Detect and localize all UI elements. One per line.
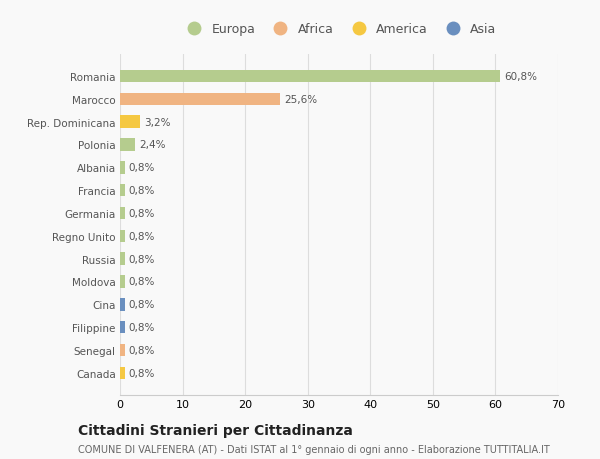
Text: 2,4%: 2,4% bbox=[139, 140, 165, 150]
Bar bbox=[120, 275, 125, 288]
Text: 0,8%: 0,8% bbox=[129, 277, 155, 287]
Text: 0,8%: 0,8% bbox=[129, 208, 155, 218]
Text: 60,8%: 60,8% bbox=[504, 72, 537, 82]
Text: 0,8%: 0,8% bbox=[129, 323, 155, 332]
Text: 0,8%: 0,8% bbox=[129, 231, 155, 241]
Bar bbox=[120, 230, 125, 242]
Text: 0,8%: 0,8% bbox=[129, 186, 155, 196]
Bar bbox=[120, 321, 125, 334]
Text: COMUNE DI VALFENERA (AT) - Dati ISTAT al 1° gennaio di ogni anno - Elaborazione : COMUNE DI VALFENERA (AT) - Dati ISTAT al… bbox=[78, 444, 550, 454]
Text: 25,6%: 25,6% bbox=[284, 95, 317, 105]
Bar bbox=[120, 71, 500, 83]
Bar bbox=[120, 116, 140, 129]
Text: 0,8%: 0,8% bbox=[129, 345, 155, 355]
Bar bbox=[120, 298, 125, 311]
Bar bbox=[120, 253, 125, 265]
Bar bbox=[120, 139, 135, 151]
Legend: Europa, Africa, America, Asia: Europa, Africa, America, Asia bbox=[179, 21, 499, 39]
Text: 0,8%: 0,8% bbox=[129, 163, 155, 173]
Bar bbox=[120, 93, 280, 106]
Bar bbox=[120, 207, 125, 220]
Bar bbox=[120, 344, 125, 357]
Bar bbox=[120, 185, 125, 197]
Text: Cittadini Stranieri per Cittadinanza: Cittadini Stranieri per Cittadinanza bbox=[78, 423, 353, 437]
Text: 3,2%: 3,2% bbox=[144, 118, 170, 127]
Text: 0,8%: 0,8% bbox=[129, 300, 155, 310]
Bar bbox=[120, 367, 125, 379]
Bar bbox=[120, 162, 125, 174]
Text: 0,8%: 0,8% bbox=[129, 254, 155, 264]
Text: 0,8%: 0,8% bbox=[129, 368, 155, 378]
